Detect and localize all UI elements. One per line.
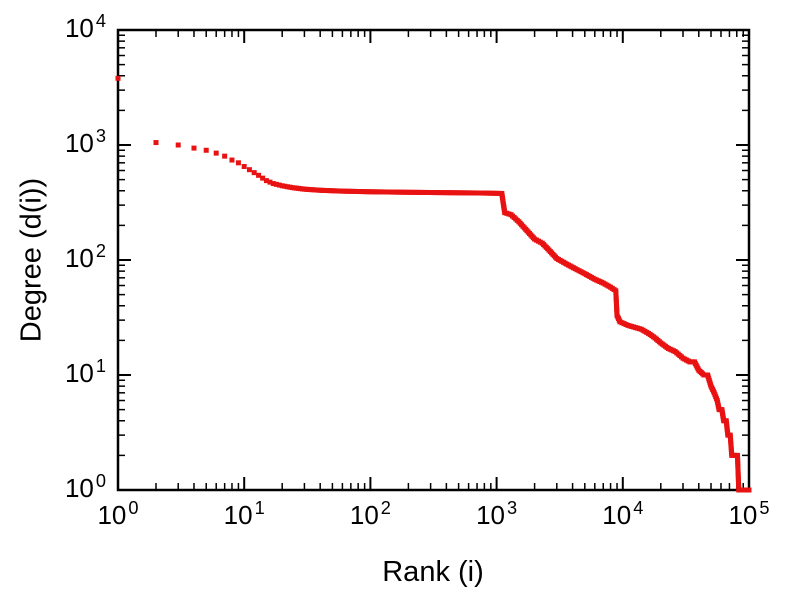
y-axis-title: Degree (d(i)) [15,177,48,343]
plot-border [116,28,751,492]
data-series [115,75,752,493]
y-tick-label: 10 0 [64,471,106,503]
x-tick-label: 10 5 [728,498,770,530]
y-tick-label: 10 2 [64,241,106,273]
y-tick-label: 10 4 [64,11,106,43]
x-tick-label: 10 3 [476,498,518,530]
x-tick-label: 10 1 [223,498,265,530]
x-tick-label: 10 0 [97,498,139,530]
x-tick-label: 10 4 [602,498,644,530]
y-tick-label: 10 1 [64,356,106,388]
y-tick-label: 10 3 [64,126,106,158]
x-axis-title: Rank (i) [382,556,484,588]
x-tick-label: 10 2 [349,498,391,530]
